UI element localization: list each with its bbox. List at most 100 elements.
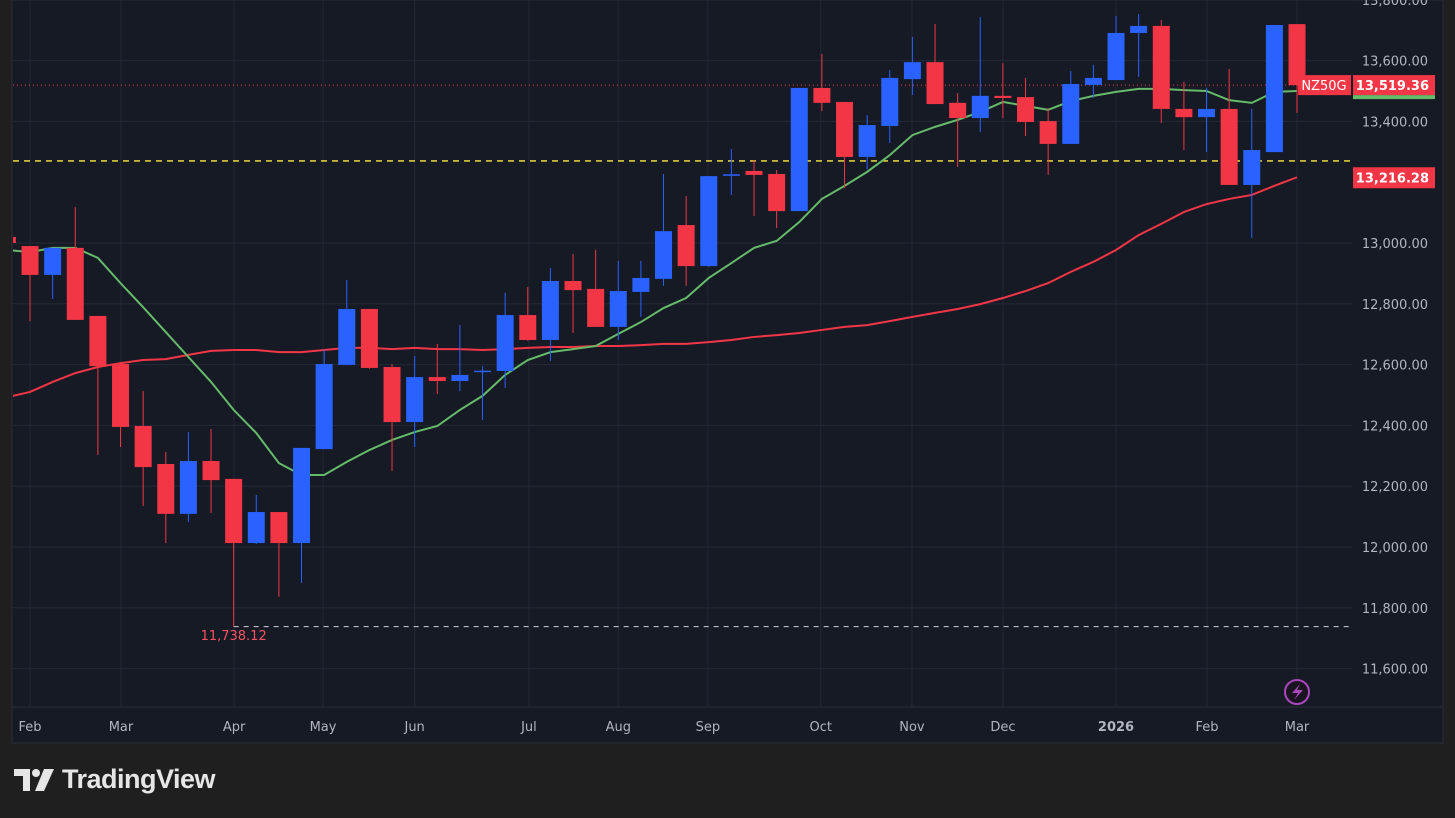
candle-body <box>813 87 831 103</box>
candle <box>655 173 673 286</box>
candle-body <box>225 478 243 544</box>
candle <box>1265 25 1283 153</box>
candle <box>293 447 311 583</box>
candle <box>428 343 446 395</box>
candle-body <box>293 447 311 544</box>
candle-body <box>134 426 152 468</box>
tradingview-logo-icon <box>14 768 54 791</box>
candle-body <box>1017 97 1035 123</box>
candle-body <box>926 62 944 105</box>
candle <box>1220 69 1238 185</box>
candle <box>1062 70 1080 144</box>
candle <box>202 429 220 513</box>
candle <box>677 195 695 286</box>
candle-body <box>1220 108 1238 185</box>
time-tick-label: Jul <box>520 720 537 735</box>
candle <box>994 63 1012 119</box>
symbol-label: NZ50G <box>1301 79 1346 94</box>
price-tick-label: 11,800.00 <box>1362 602 1428 617</box>
candle-body <box>383 367 401 423</box>
last-price-tag <box>1353 75 1435 96</box>
candle-body <box>1198 108 1216 118</box>
candle-body <box>541 281 559 340</box>
low-price-label: 11,738.12 <box>201 629 267 644</box>
candle-body <box>1039 121 1057 144</box>
candle-body <box>790 87 808 212</box>
time-tick-label: 2026 <box>1098 720 1134 735</box>
candle-body <box>881 77 899 126</box>
candle <box>949 93 967 167</box>
candle <box>1017 77 1035 136</box>
candle-body <box>474 370 492 373</box>
candle-body <box>858 125 876 157</box>
price-tick-label: 12,200.00 <box>1362 480 1428 495</box>
candle <box>247 495 265 544</box>
candle-body <box>44 247 62 275</box>
candle-body <box>1243 149 1261 185</box>
time-tick-label: Mar <box>109 720 134 735</box>
candle <box>700 176 718 268</box>
candle <box>1243 108 1261 239</box>
candle <box>21 246 39 322</box>
price-tick-label: 13,000.00 <box>1362 237 1428 252</box>
time-tick-label: Dec <box>990 720 1015 735</box>
candle <box>1198 87 1216 153</box>
candle <box>971 17 989 133</box>
candle-body <box>903 62 921 80</box>
candle-body <box>247 512 265 544</box>
candle <box>813 53 831 112</box>
candle-body <box>1265 25 1283 153</box>
candle-body <box>587 288 605 327</box>
candle <box>609 260 627 340</box>
candle <box>66 207 84 320</box>
time-tick-label: Oct <box>810 720 832 735</box>
candle-body <box>1288 24 1306 86</box>
candle-body <box>1062 84 1080 144</box>
candle-body <box>722 174 740 176</box>
candle-body <box>655 231 673 279</box>
time-tick-label: Feb <box>1195 720 1218 735</box>
ma-slow-tag <box>1353 167 1435 189</box>
candle-body <box>1107 32 1125 81</box>
ma-slow-price-label: 13,216.28 <box>1356 171 1429 186</box>
candle-body <box>89 315 107 367</box>
candle-body <box>13 236 16 243</box>
last-price-label: 13,519.36 <box>1356 79 1429 94</box>
candle <box>496 292 514 389</box>
candle-body <box>1152 25 1170 109</box>
lightning-icon[interactable] <box>1284 679 1310 705</box>
candle <box>1084 64 1102 98</box>
price-tick-label: 13,400.00 <box>1362 115 1428 130</box>
candle <box>157 451 175 544</box>
candle-body <box>270 512 288 544</box>
candle <box>836 101 854 188</box>
candle <box>451 325 469 392</box>
lightning-icon-bolt <box>1292 684 1303 700</box>
candle-body <box>971 95 989 119</box>
symbol-tag <box>1298 75 1351 96</box>
price-tick-label: 13,800.00 <box>1362 0 1428 9</box>
candle-body <box>112 363 130 427</box>
ma-fast-line <box>13 87 1298 476</box>
candle <box>315 349 333 450</box>
candle <box>383 363 401 471</box>
candle <box>1152 19 1170 123</box>
candle <box>360 308 378 369</box>
candle <box>44 247 62 299</box>
candle-body <box>406 377 424 423</box>
candle-body <box>994 95 1012 98</box>
candle <box>134 391 152 506</box>
price-tick-label: 12,400.00 <box>1362 419 1428 434</box>
candle-body <box>428 377 446 382</box>
candle <box>926 24 944 105</box>
candle <box>768 170 786 229</box>
ma-slow-line <box>13 176 1298 397</box>
candle-body <box>1130 25 1148 33</box>
candle-body <box>179 460 197 514</box>
candle <box>858 115 876 170</box>
candle <box>519 287 537 341</box>
candle-body <box>632 277 650 292</box>
price-tick-label: 12,600.00 <box>1362 359 1428 374</box>
candle <box>89 315 107 455</box>
